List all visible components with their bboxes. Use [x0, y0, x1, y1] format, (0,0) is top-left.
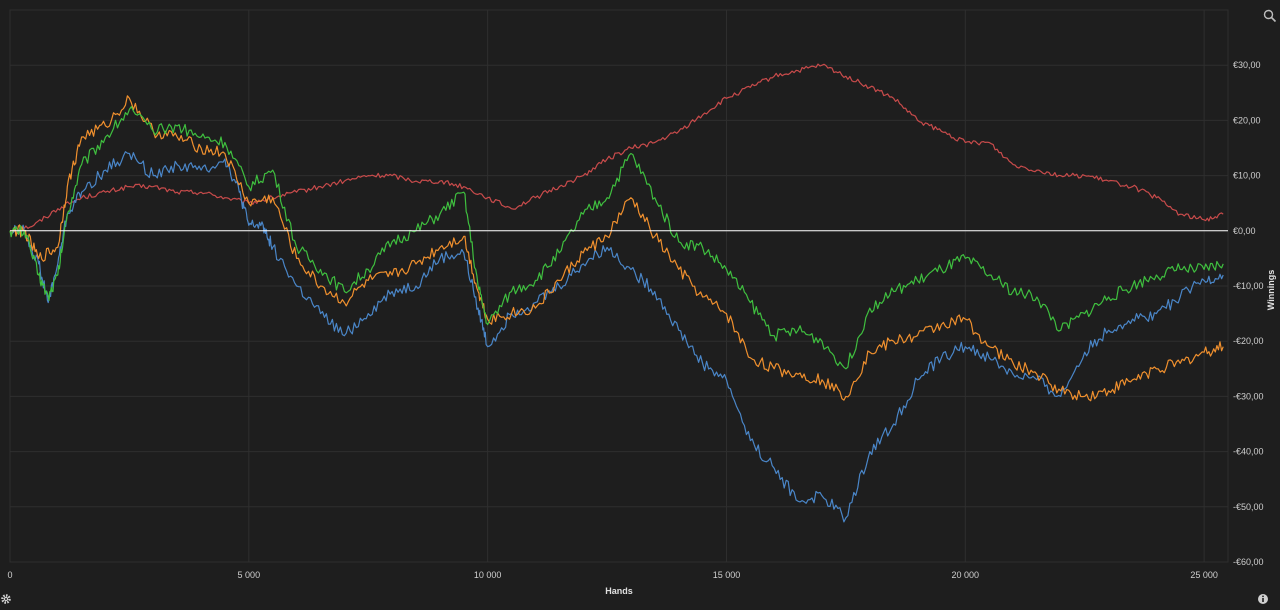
- y-tick-label: -€10,00: [1233, 281, 1264, 291]
- y-tick-label: -€50,00: [1233, 502, 1264, 512]
- y-axis-ticks: €30,00 €20,00 €10,00 €0,00 -€10,00 -€20,00 -€3…: [1233, 60, 1264, 567]
- x-tick-label: 25 000: [1190, 570, 1218, 580]
- y-tick-label: €10,00: [1233, 171, 1261, 181]
- zoom-icon[interactable]: [1263, 9, 1277, 23]
- info-icon[interactable]: [1257, 592, 1271, 606]
- grid: [9, 9, 1229, 563]
- series-line-4: [9, 106, 1224, 370]
- series-line-1: [10, 63, 1224, 232]
- y-tick-label: -€20,00: [1233, 336, 1264, 346]
- y-tick-label: €30,00: [1233, 60, 1261, 70]
- x-axis-title: Hands: [605, 586, 633, 596]
- y-tick-label: -€30,00: [1233, 391, 1264, 401]
- y-tick-label: €0,00: [1233, 226, 1256, 236]
- x-tick-label: 5 000: [238, 570, 261, 580]
- y-axis-title: Winnings: [1266, 270, 1276, 310]
- series-lines: [9, 63, 1224, 523]
- x-tick-label: 0: [7, 570, 12, 580]
- x-axis-ticks: 0 5 000 10 000 15 000 20 000 25 000: [7, 570, 1217, 580]
- x-tick-label: 10 000: [474, 570, 502, 580]
- y-tick-label: -€60,00: [1233, 557, 1264, 567]
- gear-icon[interactable]: [0, 592, 14, 606]
- series-line-2: [9, 151, 1224, 523]
- y-tick-label: €20,00: [1233, 115, 1261, 125]
- x-tick-label: 20 000: [952, 570, 980, 580]
- series-line-3: [9, 95, 1224, 402]
- y-tick-label: -€40,00: [1233, 447, 1264, 457]
- x-tick-label: 15 000: [713, 570, 741, 580]
